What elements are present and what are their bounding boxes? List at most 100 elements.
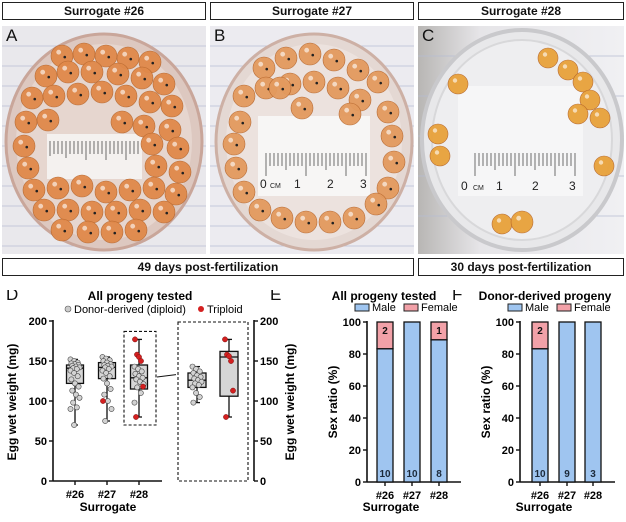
egg-eye (29, 167, 33, 171)
eggs (427, 47, 615, 235)
data-point-diploid (67, 406, 74, 412)
egg (380, 124, 404, 148)
legend-label-triploid: Triploid (207, 304, 243, 316)
egg-eye (129, 57, 133, 61)
y-tick-label: 150 (29, 356, 47, 368)
egg-highlight (62, 65, 68, 71)
egg-highlight (62, 203, 68, 209)
bar-male (430, 339, 448, 483)
y-tick-label-right: 200 (260, 316, 278, 328)
egg-highlight (78, 47, 84, 53)
egg (294, 210, 318, 234)
eggs (222, 42, 406, 234)
egg-eye (59, 187, 63, 191)
egg (56, 198, 80, 222)
egg-eye (173, 105, 177, 109)
egg (252, 56, 276, 80)
chart-f-xlabel: Surrogate (516, 500, 573, 514)
egg (124, 218, 148, 242)
egg (557, 59, 579, 81)
egg (232, 180, 256, 204)
y-tick-label: 0 (355, 477, 361, 489)
egg (510, 210, 534, 234)
data-point-diploid (104, 380, 110, 387)
data-point-triploid (132, 336, 138, 343)
data-point-diploid (106, 373, 113, 380)
egg-highlight (258, 61, 264, 67)
egg-eye (171, 129, 175, 133)
header-surrogate-26: Surrogate #26 (2, 2, 206, 20)
egg-highlight (38, 203, 44, 209)
egg-eye (315, 81, 319, 85)
egg-highlight (56, 223, 62, 229)
egg (144, 154, 168, 178)
egg-highlight (100, 185, 106, 191)
egg (224, 156, 248, 180)
y-tick-label: 40 (502, 413, 514, 425)
data-point-triploid (226, 353, 232, 360)
chart-e-ylabel: Sex ratio (%) (326, 366, 340, 439)
y-tick-label: 20 (502, 445, 514, 457)
egg-highlight (48, 89, 54, 95)
data-point-triploid (223, 414, 229, 420)
bar-label-male: 3 (590, 469, 596, 480)
egg-highlight (52, 181, 58, 187)
y-tick-label: 20 (349, 445, 361, 457)
egg (376, 176, 400, 200)
data-point-triploid (133, 414, 139, 420)
ruler-label-1: 1 (496, 179, 503, 193)
egg (268, 76, 292, 100)
legend-label-male-e: Male (372, 302, 396, 314)
data-point-diploid (107, 386, 114, 392)
egg-eye (55, 95, 59, 99)
legend-swatch-male-e (354, 303, 370, 312)
egg (160, 94, 184, 118)
x-tick-label: #28 (584, 490, 602, 502)
egg-highlight (26, 91, 32, 97)
egg (579, 89, 601, 111)
egg (376, 100, 400, 124)
egg-highlight (86, 205, 92, 211)
bar-label-male: 10 (379, 469, 391, 480)
legend-swatch-female-e (403, 303, 419, 312)
bar-female (430, 321, 448, 341)
egg-eye (393, 135, 397, 139)
chart-e-title: All progeny tested (332, 290, 437, 303)
egg (429, 145, 451, 167)
egg-highlight (144, 95, 150, 101)
egg-eye (351, 113, 355, 117)
egg (322, 48, 346, 72)
y-tick-label-right: 150 (260, 356, 278, 368)
x-tick-label: #26 (376, 490, 394, 502)
data-point-diploid (105, 398, 111, 404)
chart-e-xlabel: Surrogate (363, 500, 420, 514)
egg-eye (389, 187, 393, 191)
egg-highlight (18, 139, 24, 145)
egg-highlight (112, 67, 118, 73)
egg-highlight (144, 55, 150, 61)
y-tick-label: 50 (35, 436, 47, 448)
bar-label-male: 9 (564, 469, 570, 480)
data-point-diploid (70, 399, 77, 406)
egg (298, 42, 322, 66)
egg-highlight (388, 155, 394, 161)
data-point-triploid (230, 387, 236, 394)
legend-swatch-triploid (198, 306, 204, 312)
bar-male (584, 321, 602, 483)
egg-highlight (276, 211, 282, 217)
egg-eye (117, 211, 121, 215)
y-tick-label: 0 (508, 477, 514, 489)
egg-highlight (100, 49, 106, 55)
legend-swatch-male-f (507, 303, 523, 312)
egg-highlight (308, 75, 314, 81)
data-point-diploid (102, 418, 109, 424)
ruler-label-0: 0 (461, 179, 468, 193)
egg-eye (49, 119, 53, 123)
egg-highlight (562, 64, 568, 69)
egg-eye (281, 87, 285, 91)
bar-label-female: 1 (436, 326, 442, 337)
egg-eye (335, 59, 339, 63)
egg-highlight (124, 183, 130, 189)
egg-eye (119, 73, 123, 77)
egg-eye (123, 121, 127, 125)
